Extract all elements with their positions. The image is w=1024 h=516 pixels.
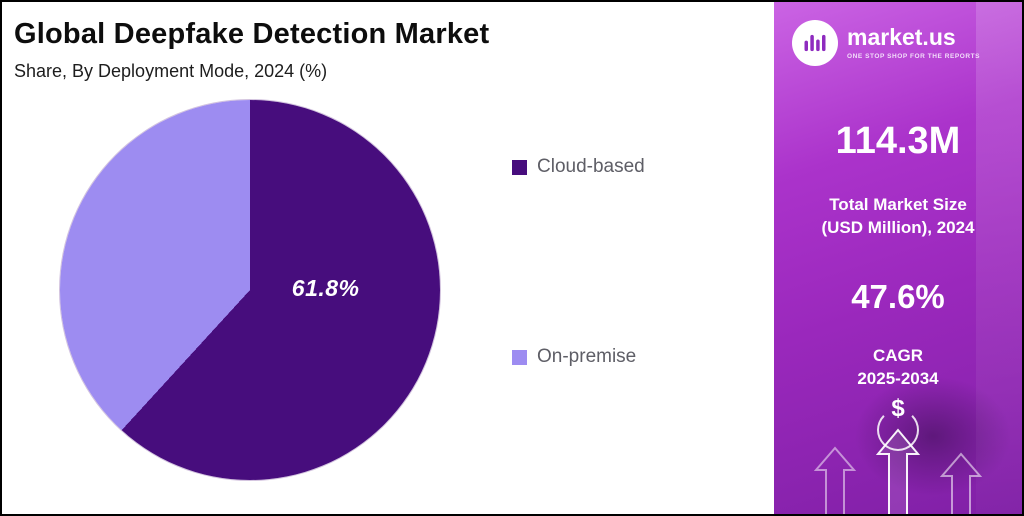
cagr-period: 2025-2034 [857, 369, 939, 389]
brand-header: market.us ONE STOP SHOP FOR THE REPORTS [774, 2, 1022, 66]
cagr-label: CAGR [872, 345, 924, 365]
brand-text: market.us ONE STOP SHOP FOR THE REPORTS [847, 24, 980, 61]
dollar-icon: $ [872, 395, 924, 451]
pie-chart [60, 100, 440, 480]
cagr-label-block: CAGR 2025-2034 [774, 344, 1022, 391]
chart-title: Global Deepfake Detection Market [14, 18, 490, 50]
brand-panel: market.us ONE STOP SHOP FOR THE REPORTS … [774, 2, 1022, 514]
legend-label-on-premise: On-premise [537, 346, 637, 367]
brand-name: market.us [847, 24, 956, 50]
chart-section: Global Deepfake Detection Market Share, … [2, 2, 764, 514]
dollar-coin-arc [877, 408, 919, 451]
market-size-value: 114.3M [835, 120, 961, 162]
pie-chart-area: 61.8% Cloud-based On-premise [14, 96, 764, 504]
legend-item-cloud-based: Cloud-based [512, 156, 645, 178]
legend-swatch-cloud-based [512, 159, 527, 175]
pie-slice-data-label: 61.8% [291, 274, 360, 301]
panel-divider [764, 2, 774, 514]
legend-swatch-on-premise [512, 349, 527, 365]
marketus-logo-icon [792, 20, 838, 66]
legend-label-cloud-based: Cloud-based [537, 156, 645, 177]
legend-item-on-premise: On-premise [512, 346, 645, 368]
pie-wrap: 61.8% [60, 100, 440, 480]
brand-tagline: ONE STOP SHOP FOR THE REPORTS [847, 53, 980, 60]
market-size-label-line2: (USD Million), 2024 [821, 218, 975, 238]
market-size-label: Total Market Size (USD Million), 2024 [774, 193, 1022, 240]
cagr-value: 47.6% [851, 277, 945, 315]
chart-legend: Cloud-based On-premise [512, 156, 645, 368]
market-size-label-line1: Total Market Size [829, 195, 967, 214]
chart-subtitle: Share, By Deployment Mode, 2024 (%) [14, 61, 328, 81]
